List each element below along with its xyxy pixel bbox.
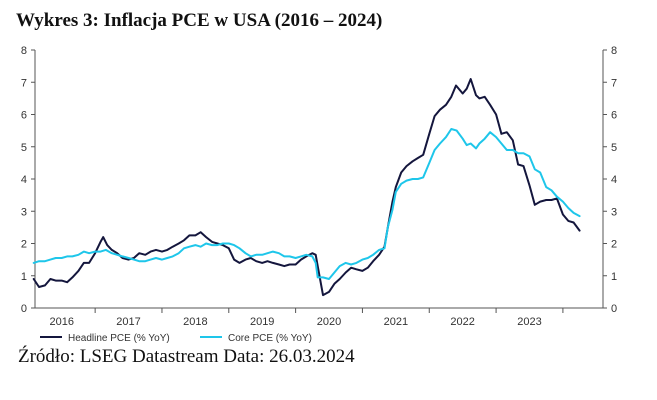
pce-inflation-line-chart: 0 0 1 1 2 2 3 3 4 4 5 5 6 6 7 7 8 8 2016 2017 2018 2019 2020 20… (21, 45, 617, 344)
y-tick-label-right: 4 (611, 174, 617, 186)
legend-label-headline-pce: Headline PCE (% YoY) (68, 333, 170, 344)
x-tick-label: 2019 (250, 316, 274, 328)
chart-series-lines (32, 78, 581, 297)
y-tick-label-left: 0 (21, 303, 27, 315)
chart-axes: 0 0 1 1 2 2 3 3 4 4 5 5 6 6 7 7 8 8 2016 2017 2018 2019 2020 20… (21, 45, 617, 328)
y-tick-label-right: 8 (611, 45, 617, 57)
x-tick-label: 2022 (450, 316, 474, 328)
y-tick-label-right: 7 (611, 77, 617, 89)
x-tick-label: 2023 (517, 316, 541, 328)
series-line-headline-pce (32, 78, 581, 297)
chart-legend: Headline PCE (% YoY) Core PCE (% YoY) (40, 333, 312, 344)
y-tick-label-left: 7 (21, 77, 27, 89)
y-tick-label-right: 0 (611, 303, 617, 315)
y-tick-label-left: 1 (21, 271, 27, 283)
y-tick-label-left: 8 (21, 45, 27, 57)
y-tick-label-left: 6 (21, 110, 27, 122)
x-tick-label: 2016 (49, 316, 73, 328)
x-tick-label: 2020 (317, 316, 341, 328)
x-tick-label: 2017 (116, 316, 140, 328)
y-tick-label-right: 3 (611, 206, 617, 218)
y-tick-label-left: 4 (21, 174, 27, 186)
chart-source-note: Źródło: LSEG Datastream Data: 26.03.2024 (18, 346, 355, 367)
y-tick-label-right: 6 (611, 110, 617, 122)
chart-title: Wykres 3: Inflacja PCE w USA (2016 – 202… (16, 10, 383, 31)
y-tick-label-right: 2 (611, 239, 617, 251)
x-tick-label: 2021 (384, 316, 408, 328)
y-tick-label-left: 3 (21, 206, 27, 218)
series-line-core-pce (32, 128, 581, 280)
y-tick-label-left: 2 (21, 239, 27, 251)
y-tick-label-right: 5 (611, 142, 617, 154)
y-tick-label-left: 5 (21, 142, 27, 154)
x-tick-label: 2018 (183, 316, 207, 328)
legend-label-core-pce: Core PCE (% YoY) (228, 333, 312, 344)
y-tick-label-right: 1 (611, 271, 617, 283)
